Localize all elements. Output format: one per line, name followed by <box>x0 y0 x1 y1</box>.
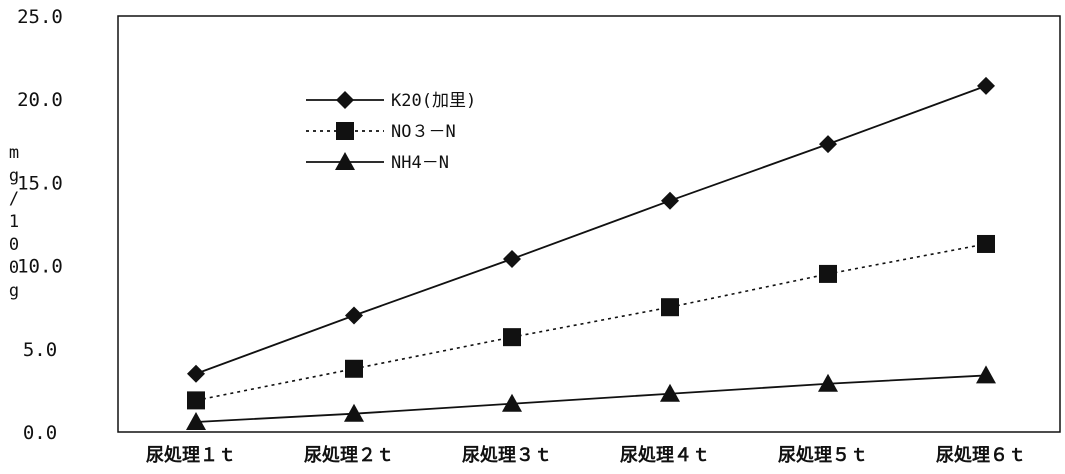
data-point <box>345 306 363 325</box>
x-category-label: 尿処理４ｔ <box>620 444 710 466</box>
data-point <box>819 135 837 154</box>
legend-label: K20(加里) <box>391 91 476 111</box>
y-tick-label: 5.0 <box>23 339 57 361</box>
y-tick-label: 25.0 <box>17 6 63 28</box>
y-tick-label: 15.0 <box>17 172 63 194</box>
y-axis-label-text: m g/1 0 0 g <box>9 143 19 301</box>
y-tick-label: 20.0 <box>17 89 63 111</box>
series-line <box>195 85 987 375</box>
legend-marker <box>336 91 354 109</box>
x-category-label: 尿処理５ｔ <box>778 444 868 466</box>
legend-label: NH4－N <box>391 153 449 173</box>
series-1 <box>187 76 995 383</box>
x-category-label: 尿処理１ｔ <box>146 444 236 466</box>
x-category-label: 尿処理６ｔ <box>936 444 1026 466</box>
data-point <box>819 264 837 283</box>
x-axis-categories: 尿処理１ｔ 尿処理２ｔ 尿処理３ｔ 尿処理４ｔ 尿処理５ｔ 尿処理６ｔ <box>146 444 1026 466</box>
data-point <box>661 298 679 317</box>
data-point <box>345 359 363 378</box>
data-point <box>661 191 679 210</box>
data-point <box>660 383 680 402</box>
legend: K20(加里) NO３－N NH4－N <box>306 91 476 173</box>
legend-entry: NO３－N <box>306 122 456 142</box>
data-point <box>186 412 206 431</box>
data-point <box>502 393 522 412</box>
data-point <box>503 328 521 347</box>
data-point <box>187 364 205 383</box>
series-2 <box>187 234 995 410</box>
data-point <box>187 391 205 410</box>
data-point <box>977 234 995 253</box>
y-axis-ticks: 0.0 5.0 10.0 15.0 20.0 25.0 <box>17 6 63 444</box>
legend-marker <box>336 122 354 140</box>
series-line <box>195 243 987 402</box>
y-tick-label: 0.0 <box>23 422 57 444</box>
data-point <box>344 403 364 422</box>
y-axis-label: m g/1 0 0 g <box>9 143 19 301</box>
data-point <box>976 365 996 384</box>
legend-label: NO３－N <box>391 122 456 142</box>
legend-entry: NH4－N <box>306 152 449 173</box>
x-category-label: 尿処理２ｔ <box>304 444 394 466</box>
series-3 <box>186 365 996 431</box>
x-category-label: 尿処理３ｔ <box>462 444 552 466</box>
legend-marker <box>335 152 355 170</box>
series-line <box>195 374 987 423</box>
legend-entry: K20(加里) <box>306 91 476 111</box>
data-point <box>503 249 521 268</box>
y-tick-label: 10.0 <box>17 256 63 278</box>
plot-area-frame <box>117 15 1061 433</box>
series-layer <box>186 76 996 431</box>
data-point <box>977 76 995 95</box>
data-point <box>818 373 838 392</box>
